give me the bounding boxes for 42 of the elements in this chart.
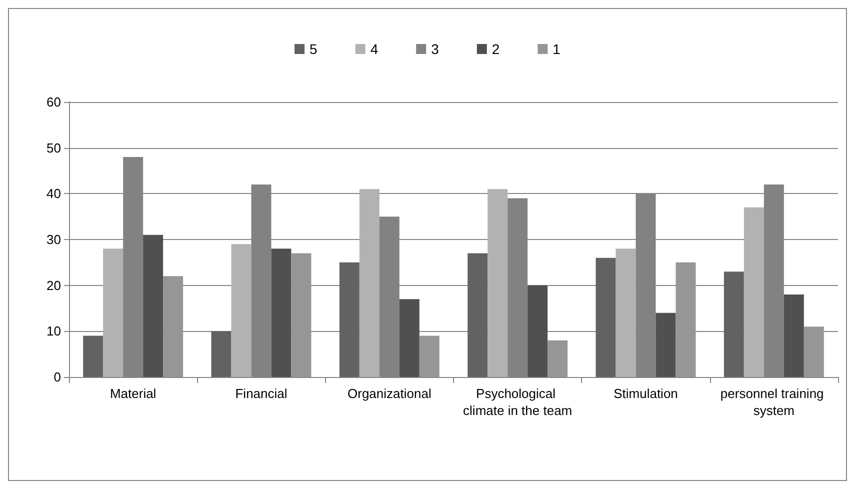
- bar: [784, 294, 804, 377]
- bar: [83, 336, 104, 377]
- y-tick-label: 0: [54, 370, 61, 384]
- y-tick-label: 40: [46, 186, 61, 202]
- y-tick-label: 60: [46, 94, 61, 110]
- legend-label: 3: [431, 41, 440, 57]
- x-tick-label: personnel training system: [720, 386, 828, 418]
- x-tick-label: Financial: [235, 386, 288, 401]
- bar: [656, 312, 676, 377]
- x-tick-label: Organizational: [348, 386, 432, 401]
- bar: [468, 253, 488, 377]
- bar: [616, 248, 636, 377]
- x-tick-label: Material: [110, 386, 156, 401]
- y-tick-label: 20: [46, 278, 61, 293]
- x-tick-label: Psychological climate in the team: [463, 386, 572, 418]
- bar: [724, 272, 744, 377]
- bar: [211, 331, 232, 377]
- y-tick-label: 50: [46, 140, 61, 156]
- legend-label: 4: [370, 41, 378, 57]
- legend-label: 2: [492, 41, 500, 57]
- bar: [271, 248, 292, 377]
- bar: [488, 189, 508, 377]
- bar: [596, 258, 616, 377]
- bar: [419, 336, 440, 377]
- legend-label: 1: [552, 41, 561, 57]
- bar: [143, 234, 164, 377]
- bar: [359, 189, 380, 377]
- bar: [528, 285, 548, 377]
- y-tick-label: 10: [46, 324, 61, 339]
- x-tick-label: Stimulation: [614, 386, 678, 401]
- bar: [339, 262, 360, 377]
- bar: [676, 262, 696, 377]
- bar: [744, 207, 764, 377]
- y-tick-label: 30: [46, 232, 61, 247]
- bar: [291, 253, 312, 377]
- bar: [548, 340, 568, 377]
- bar: [399, 299, 420, 377]
- bar: [163, 276, 184, 377]
- bar: [804, 326, 824, 377]
- bar: [103, 248, 124, 377]
- legend-label: 5: [310, 41, 318, 57]
- bar: [231, 244, 252, 377]
